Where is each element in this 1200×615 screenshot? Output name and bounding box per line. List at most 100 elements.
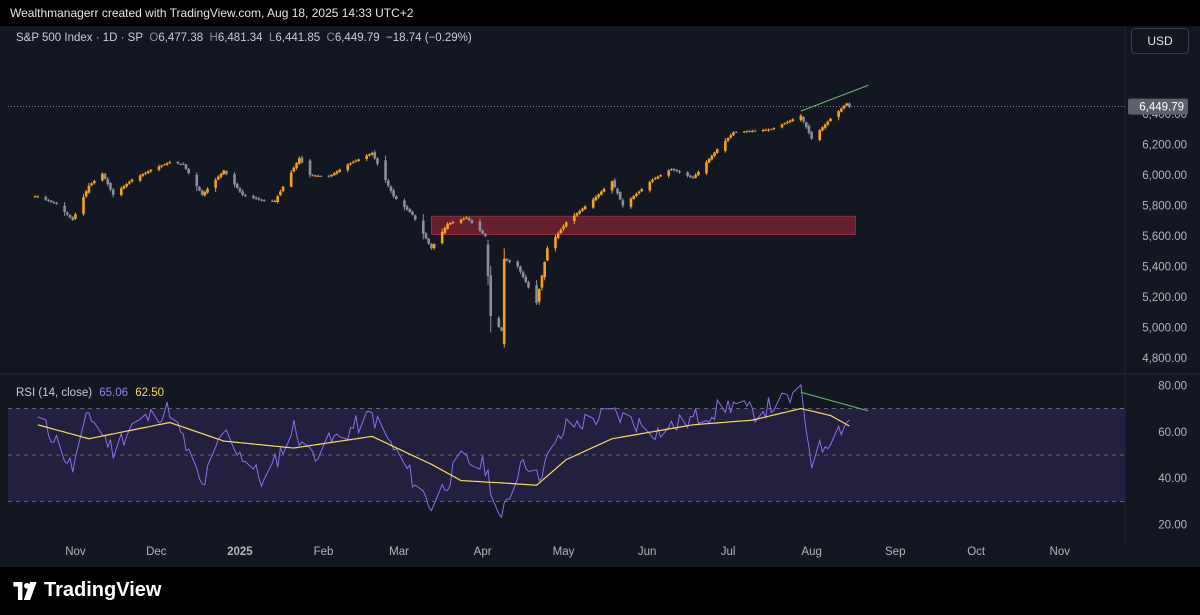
candle-body (311, 175, 315, 177)
candle-body (217, 176, 220, 180)
candle-body (527, 282, 530, 288)
candle-body (786, 121, 789, 123)
candle-body (130, 179, 134, 182)
tradingview-brand[interactable]: TradingView (12, 579, 161, 602)
candle-body (678, 171, 681, 173)
rsi-trend-line (800, 391, 869, 412)
candle-body (109, 183, 112, 190)
chart-area[interactable]: 6,400.00 6,200.00 6,000.00 5,800.00 5,600.00… (0, 26, 1200, 567)
candle-body (365, 155, 368, 159)
candle-body (823, 124, 827, 128)
candle-body (351, 161, 355, 163)
candle-body (176, 161, 180, 164)
candle-body (559, 229, 563, 234)
candle-body (219, 173, 223, 177)
candle-body (411, 211, 414, 215)
candle-body (316, 175, 320, 177)
candle-body (144, 172, 147, 174)
candle-body (168, 162, 172, 164)
candle-body (244, 194, 247, 196)
candle-body (497, 318, 501, 327)
candle-body (451, 222, 455, 224)
candle-body (486, 244, 490, 277)
candle-body (575, 213, 579, 216)
candle-body (761, 130, 765, 132)
candle-body (734, 132, 738, 134)
symbol-label: S&P 500 Index · 1D · SP (16, 32, 143, 44)
candle-body (179, 163, 182, 165)
price-tick-label: 5,600.00 (1142, 231, 1187, 243)
candle-body (281, 186, 285, 192)
candle-body (448, 222, 452, 225)
candle-body (837, 111, 840, 118)
time-axis-label: Jul (721, 546, 736, 558)
candle-body (821, 127, 824, 131)
candle-body (767, 129, 770, 131)
candle-body (670, 169, 673, 171)
high-value: 6,481.34 (217, 32, 263, 44)
candle-body (128, 181, 131, 184)
candle-body (724, 140, 727, 151)
candle-body (729, 135, 733, 138)
candle-body (802, 117, 805, 122)
candle-body (726, 138, 730, 141)
candle-body (578, 210, 582, 214)
candle-body (146, 171, 150, 174)
currency-button[interactable]: USD (1131, 28, 1189, 54)
candle-body (591, 199, 595, 208)
price-tick-label: 6,000.00 (1142, 170, 1187, 182)
candle-body (63, 205, 66, 213)
candle-body (181, 163, 185, 165)
rsi-line (37, 383, 850, 519)
candle-body (500, 327, 503, 331)
candle-body (686, 172, 689, 176)
candle-body (333, 173, 336, 176)
candle-body (376, 158, 379, 164)
candle-body (413, 215, 417, 220)
candle-body (691, 176, 695, 179)
open-value: 6,477.38 (158, 32, 204, 44)
candle-body (47, 199, 50, 201)
candle-body (556, 233, 560, 238)
candle-body (36, 196, 39, 198)
price-tick-label: 5,000.00 (1142, 322, 1187, 334)
candle-body (467, 217, 471, 221)
time-axis-label: Feb (314, 546, 334, 558)
candle-body (408, 209, 412, 213)
candle-body (597, 194, 600, 198)
candle-body (314, 175, 317, 177)
candle-body (368, 154, 371, 156)
candle-body (111, 189, 115, 195)
candle-body (187, 168, 190, 174)
candle-body (92, 180, 96, 184)
candle-body (55, 202, 58, 205)
attribution-text: Wealthmanagerr created with TradingView.… (10, 6, 414, 20)
price-legend: S&P 500 Index · 1D · SP O6,477.38 H6,481… (16, 32, 472, 44)
candle-body (508, 260, 511, 262)
candle-body (101, 173, 104, 181)
candle-body (257, 198, 261, 200)
candle-body (640, 189, 644, 192)
time-axis-label: Nov (65, 546, 86, 558)
candle-body (386, 180, 390, 186)
candle-body (357, 159, 360, 162)
candle-body (430, 243, 433, 249)
candle-body (788, 120, 792, 122)
candle-body (52, 202, 56, 204)
candle-body (443, 227, 447, 233)
candle-body (524, 277, 528, 283)
candle-body (44, 197, 48, 200)
price-tick-label: 5,400.00 (1142, 262, 1187, 274)
change-value: −18.74 (−0.29%) (386, 32, 472, 44)
price-tick-label: 5,200.00 (1142, 292, 1187, 304)
rsi-tick-label: 40.00 (1158, 473, 1187, 485)
price-chart-svg[interactable]: 6,400.006,200.006,000.005,800.005,600.00… (0, 26, 1200, 567)
candle-body (384, 160, 387, 181)
candle-body (484, 233, 487, 237)
candle-body (87, 185, 91, 193)
candle-body (122, 186, 126, 189)
candle-body (71, 217, 75, 221)
brand-name: TradingView (44, 579, 162, 601)
time-axis-label: Apr (474, 546, 492, 558)
candle-body (308, 160, 312, 176)
